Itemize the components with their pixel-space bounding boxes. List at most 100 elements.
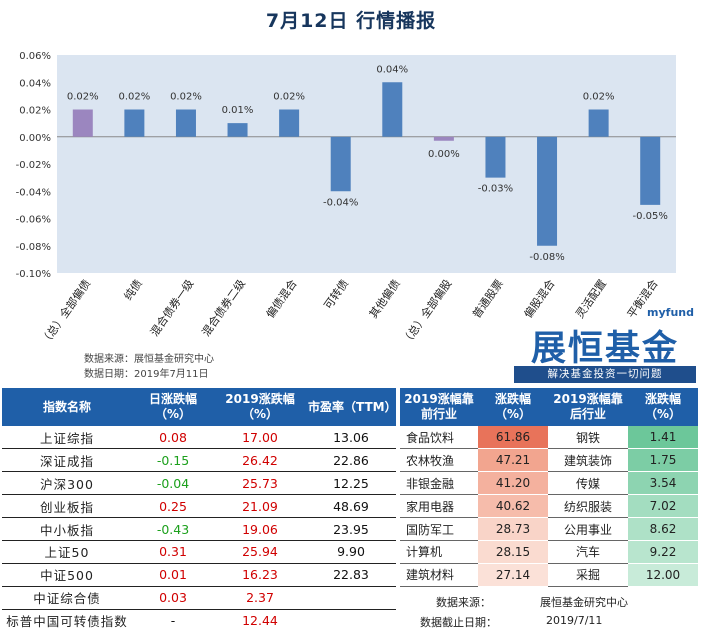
footer-source-label: 数据来源： [436,596,491,609]
ytd-change: 26.42 [214,448,306,473]
x-tick-label: （总）全部偏股 [399,277,455,348]
index-name: 沪深300 [2,471,132,496]
top-sector-change: 27.14 [478,563,548,587]
bar [588,109,609,137]
data-label: -0.04% [323,197,358,208]
footer-date-label: 数据截止日期： [420,616,497,629]
pe-value: 13.06 [306,426,396,450]
header-ytd-change: 2019涨跌幅（%） [214,388,306,426]
header-daily-change: 日涨跌幅（%） [132,388,214,426]
logo-slogan: 解决基金投资一切问题 [514,366,696,383]
bottom-sector-change: 7.02 [628,494,698,519]
ytd-change: 19.06 [214,517,306,541]
chart-date-note: 数据日期：2019年7月11日 [84,369,209,380]
sector-table-header: 2019涨幅靠前行业 涨跌幅（%） 2019涨幅靠后行业 涨跌幅（%） [400,388,698,426]
ytd-change: 21.09 [214,494,306,519]
index-name: 标普中国可转债指数 [6,614,128,630]
table-row: 计算机 28.15 汽车 9.22 [400,540,698,564]
bar-chart: 0.06% 0.04% 0.02% 0.00% -0.02% -0.04% -0.06% -0… [16,51,676,348]
table-row: 食品饮料 61.86 钢铁 1.41 [400,426,698,450]
table-row: 农林牧渔 47.21 建筑装饰 1.75 [400,448,698,473]
data-label: 0.01% [222,105,254,116]
top-sector-change: 61.86 [478,426,548,450]
y-tick-label: 0.04% [19,78,51,89]
ytd-change: 25.94 [214,540,306,564]
bottom-sector-name: 传媒 [548,471,628,496]
top-sector-change: 47.21 [478,448,548,473]
index-table-header: 指数名称 日涨跌幅（%） 2019涨跌幅（%） 市盈率（TTM） [2,388,397,426]
top-sector-name: 非银金融 [400,471,478,496]
logo-name: 展恒基金 [530,328,679,369]
x-tick-label: （总）全部偏债 [38,277,94,348]
daily-change: -0.15 [132,448,214,473]
top-sector-change: 40.62 [478,494,548,519]
pe-value: 12.25 [306,471,396,496]
y-tick-label: 0.02% [19,106,51,117]
bottom-sector-change: 1.41 [628,426,698,450]
y-tick-label: -0.02% [16,160,51,171]
header-pe: 市盈率（TTM） [306,388,397,426]
bottom-sector-change: 1.75 [628,448,698,473]
daily-change: - [170,613,176,629]
table-row: 标普中国可转债指数 - 12.44 [2,609,396,630]
header-top-change: 涨跌幅（%） [478,388,548,426]
pe-value [306,586,396,610]
sector-table: 2019涨幅靠前行业 涨跌幅（%） 2019涨幅靠后行业 涨跌幅（%） 食品饮料… [400,388,698,587]
y-tick-label: 0.00% [19,133,51,144]
bar [640,136,661,205]
x-tick-label: 普通股票 [469,277,506,321]
top-sector-name: 家用电器 [400,494,478,519]
chart-source-note: 数据来源：展恒基金研究中心 [84,354,214,365]
data-label: 0.02% [118,92,150,103]
brand-logo: myfund 展恒基金 解决基金投资一切问题 [512,306,698,384]
footer-source-value: 展恒基金研究中心 [540,596,628,609]
data-label: 0.02% [583,92,615,103]
bar [227,123,248,137]
x-tick-label: 纯债 [121,277,145,303]
pe-value: 23.95 [306,517,396,541]
ytd-change: 2.37 [214,586,306,610]
table-row: 国防军工 28.73 公用事业 8.62 [400,517,698,541]
bar [72,109,93,137]
data-label: 0.00% [428,149,460,160]
header-bottom-change: 涨跌幅（%） [628,388,698,426]
top-sector-change: 41.20 [478,471,548,496]
index-name: 中小板指 [2,517,132,541]
data-label: -0.05% [633,211,668,222]
data-label: 0.04% [376,64,408,75]
top-sector-name: 建筑材料 [400,563,478,587]
pe-value: 22.83 [306,563,396,587]
plot-area [57,55,676,273]
table-row: 上证50 0.31 25.94 9.90 [2,540,396,564]
daily-change: 0.03 [132,586,214,610]
y-tick-label: -0.10% [16,269,51,280]
bottom-sector-name: 建筑装饰 [548,448,628,473]
daily-change: 0.25 [132,494,214,519]
bar [382,82,403,137]
index-name: 创业板指 [2,494,132,519]
bar [485,136,506,178]
pe-value: 9.90 [306,540,396,564]
x-tick-label: 偏债混合 [263,277,300,321]
bottom-sector-name: 汽车 [548,540,628,564]
top-sector-name: 农林牧渔 [400,448,478,473]
top-sector-name: 国防军工 [400,517,478,541]
index-name: 上证50 [2,540,132,564]
logo-tag: myfund [647,306,694,319]
ytd-change: 17.00 [214,426,306,450]
table-row: 沪深300 -0.04 25.73 12.25 [2,471,396,496]
ytd-change: 25.73 [214,471,306,496]
table-row: 家用电器 40.62 纺织服装 7.02 [400,494,698,519]
table-row: 非银金融 41.20 传媒 3.54 [400,471,698,496]
daily-change: 0.31 [132,540,214,564]
data-label: 0.02% [170,92,202,103]
index-name: 上证综指 [2,426,132,450]
data-label: -0.03% [478,184,513,195]
page-title: 7月12日 行情播报 [265,10,437,32]
data-label: -0.08% [529,252,564,263]
x-tick-label: 混合债券二级 [199,277,248,339]
table-row: 中证综合债 0.03 2.37 [2,586,396,610]
x-tick-label: 混合债券一级 [147,277,196,339]
x-tick-label: 可转债 [321,277,351,312]
table-row: 中小板指 -0.43 19.06 23.95 [2,517,396,541]
